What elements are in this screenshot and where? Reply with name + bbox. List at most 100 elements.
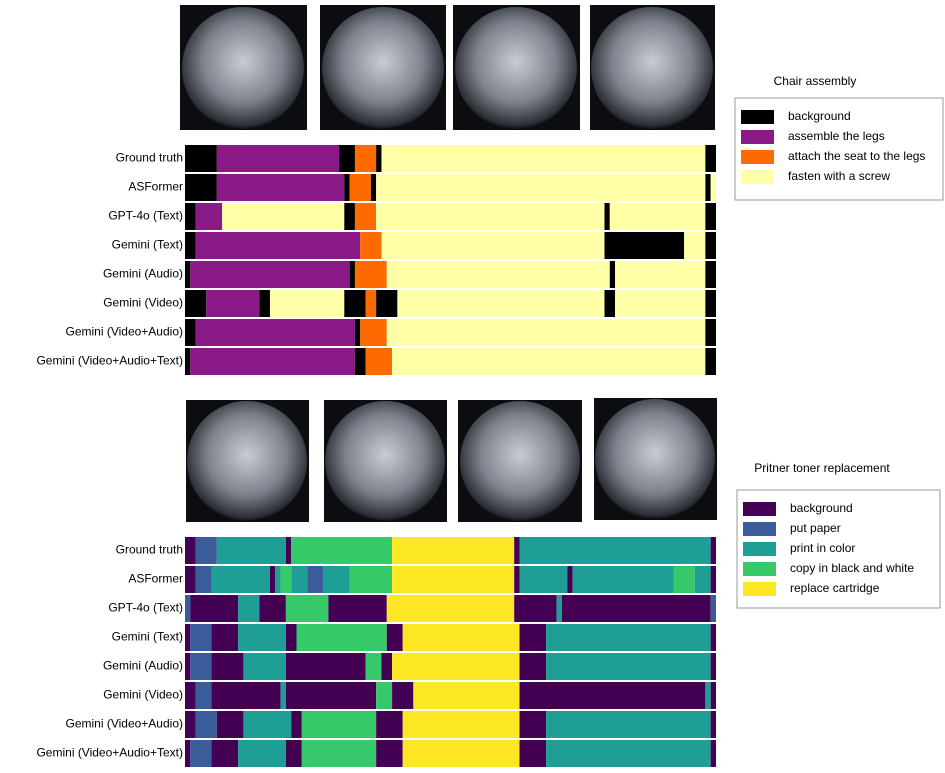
segment <box>211 566 270 593</box>
segment <box>392 348 706 375</box>
segment <box>185 290 207 317</box>
legend-label: background <box>788 109 851 123</box>
segment <box>216 174 345 201</box>
legend-swatch <box>741 170 774 184</box>
photo <box>182 7 304 129</box>
segment <box>185 740 191 767</box>
segment <box>195 232 361 259</box>
segment <box>259 595 286 622</box>
legend-swatch <box>741 150 774 164</box>
segment <box>195 203 223 230</box>
segment <box>514 537 520 564</box>
segment <box>381 653 393 680</box>
row-label: ASFormer <box>128 180 183 194</box>
row-label: ASFormer <box>128 572 183 586</box>
segment <box>185 145 217 172</box>
segment <box>185 682 196 709</box>
segment <box>301 711 377 738</box>
segment <box>673 566 695 593</box>
segment <box>211 624 239 651</box>
legend-swatch <box>743 522 776 536</box>
segment <box>365 348 393 375</box>
segment <box>190 261 350 288</box>
segment <box>195 711 217 738</box>
segment <box>190 740 212 767</box>
segment <box>402 624 520 651</box>
legend-swatch <box>741 110 774 124</box>
segment <box>519 566 568 593</box>
segment <box>705 348 716 375</box>
segment <box>376 711 403 738</box>
photo <box>591 7 713 129</box>
segment <box>386 595 515 622</box>
segment <box>238 595 260 622</box>
segment <box>386 624 403 651</box>
segment <box>185 261 191 288</box>
segment <box>185 595 191 622</box>
segment <box>376 145 382 172</box>
segment <box>354 203 377 230</box>
segment <box>216 537 286 564</box>
segment <box>296 624 387 651</box>
segment <box>344 203 355 230</box>
legend-label: copy in black and white <box>790 561 914 575</box>
segment <box>185 624 191 651</box>
segment <box>280 566 292 593</box>
segment <box>285 595 329 622</box>
segment <box>519 740 547 767</box>
legend-label: assemble the legs <box>788 129 885 143</box>
segment <box>386 261 610 288</box>
segment <box>392 566 515 593</box>
segment <box>338 145 355 172</box>
row-label: Gemini (Video) <box>103 296 183 310</box>
segment <box>370 174 377 201</box>
segment <box>705 682 711 709</box>
segment <box>710 740 716 767</box>
legend-box <box>734 97 944 201</box>
segment <box>185 653 191 680</box>
segment <box>694 566 711 593</box>
segment <box>190 595 239 622</box>
segment <box>190 624 212 651</box>
segment <box>397 290 605 317</box>
segment <box>285 653 366 680</box>
segment <box>546 624 711 651</box>
segment <box>519 682 706 709</box>
legend-box <box>736 489 941 609</box>
segment <box>365 290 377 317</box>
segment <box>211 740 239 767</box>
segment <box>615 261 706 288</box>
segment <box>360 319 387 346</box>
legend-title: Pritner toner replacement <box>754 461 890 475</box>
segment <box>360 232 382 259</box>
segment <box>291 566 308 593</box>
segment <box>349 174 371 201</box>
segment <box>222 203 345 230</box>
segment <box>562 595 711 622</box>
legend-label: put paper <box>790 521 841 535</box>
photos-bottom <box>186 398 717 522</box>
segment <box>238 740 286 767</box>
legend-label: print in color <box>790 541 855 555</box>
segment <box>243 653 286 680</box>
segment <box>519 653 547 680</box>
legend-swatch <box>743 502 776 516</box>
segment <box>567 566 573 593</box>
segment <box>710 711 716 738</box>
segment <box>185 566 196 593</box>
segment <box>323 566 350 593</box>
segment <box>349 566 393 593</box>
segment <box>376 290 398 317</box>
segment <box>519 711 547 738</box>
segment <box>280 682 286 709</box>
segment <box>392 653 520 680</box>
segment <box>546 740 711 767</box>
segment <box>604 232 685 259</box>
photo <box>322 7 444 129</box>
segment <box>710 682 716 709</box>
row-label: GPT-4o (Text) <box>108 209 183 223</box>
segment <box>195 537 217 564</box>
segment <box>328 595 387 622</box>
photo <box>325 401 445 521</box>
